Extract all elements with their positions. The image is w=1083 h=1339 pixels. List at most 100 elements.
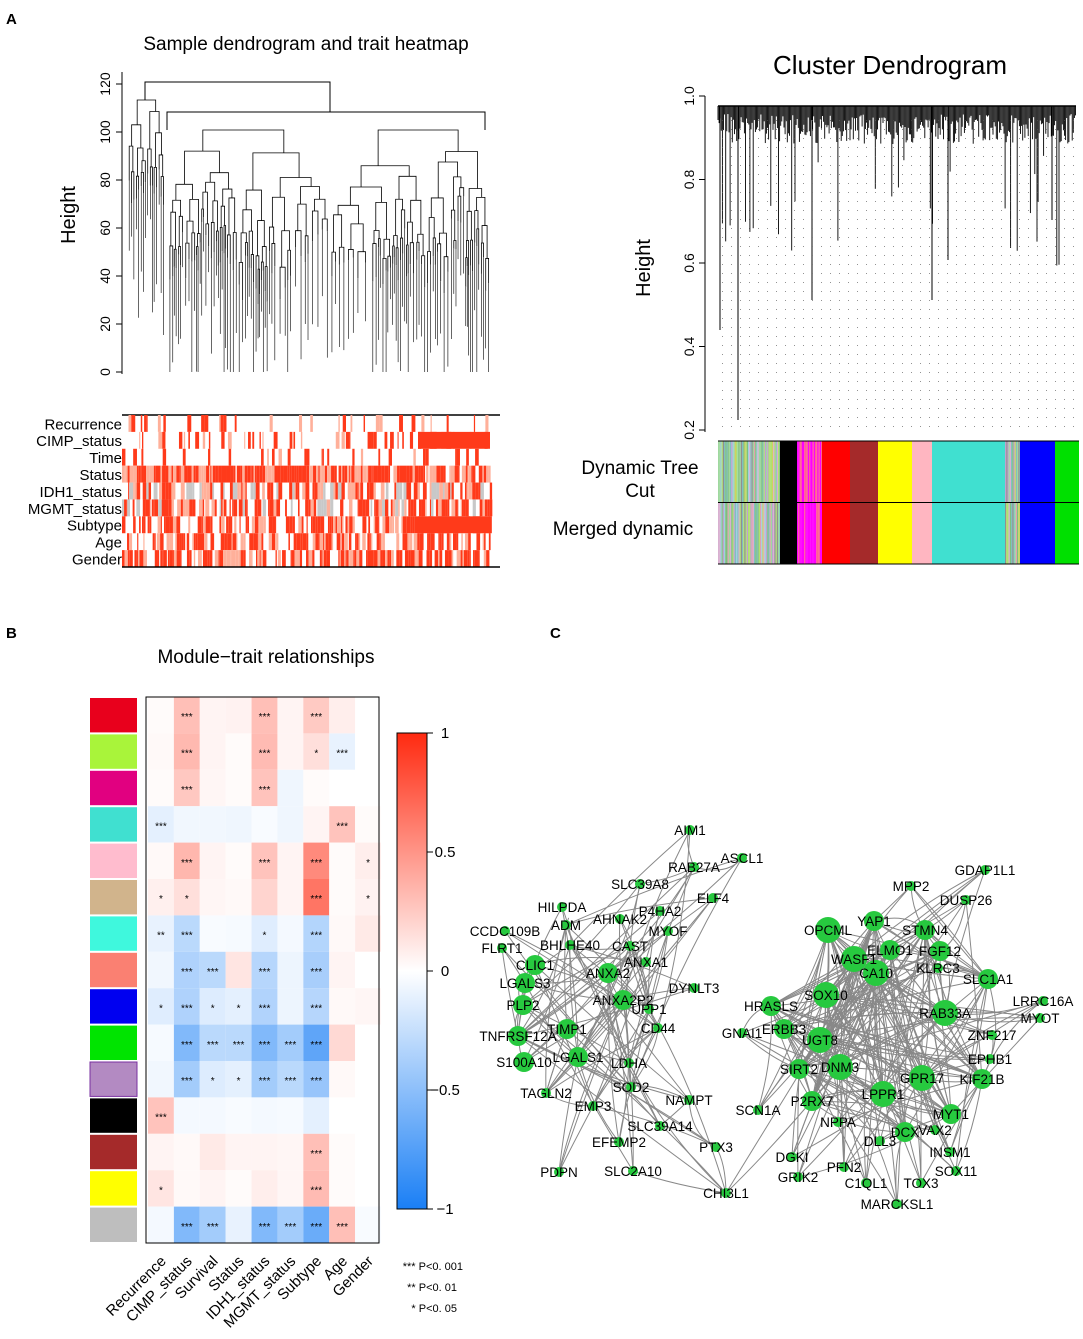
- trait-heatmap-cell: [480, 482, 484, 500]
- dendrogram-dot: [929, 219, 930, 220]
- dendrogram-dot: [983, 408, 984, 409]
- dendrogram-branch: [269, 226, 275, 252]
- dendrogram-dot: [920, 129, 921, 130]
- network-edge: [517, 866, 695, 1037]
- panel-a: A Sample dendrogram and trait heatmap He…: [6, 11, 1079, 568]
- dendrogram-dot: [1073, 246, 1074, 247]
- dendrogram-dot: [1055, 219, 1056, 220]
- dendrogram-dot: [929, 201, 930, 202]
- dendrogram-dot: [830, 282, 831, 283]
- dendrogram-dot: [839, 309, 840, 310]
- trait-heatmap-cell: [195, 465, 199, 483]
- dendrogram-dot: [992, 372, 993, 373]
- dendrogram-dot: [866, 219, 867, 220]
- gene-label: SLC39A8: [611, 877, 669, 892]
- trait-heatmap-cell: [160, 516, 162, 534]
- trait-heatmap-cell: [466, 482, 469, 500]
- heatmap-star: *: [366, 858, 370, 869]
- dendrogram-branch: [428, 217, 435, 252]
- network-edge: [545, 961, 647, 1094]
- heatmap-cell: [173, 733, 200, 770]
- dendrogram-dot: [731, 165, 732, 166]
- trait-heatmap-cell: [463, 499, 466, 517]
- trait-heatmap-cell: [461, 533, 463, 551]
- trait-heatmap-cell: [385, 499, 389, 517]
- dendrogram-dot: [1055, 282, 1056, 283]
- dendrogram-dot: [740, 129, 741, 130]
- network-edge: [783, 1012, 946, 1030]
- heatmap-star: ***: [259, 858, 271, 869]
- network-edge: [819, 950, 941, 1041]
- module-bar-stripe: [1005, 441, 1007, 502]
- dendrogram-dot: [1019, 363, 1020, 364]
- dendrogram-dot: [1073, 381, 1074, 382]
- network-edge: [577, 945, 631, 1058]
- dendrogram-dot: [839, 174, 840, 175]
- gene-label: MARCKSL1: [861, 1197, 934, 1212]
- dendrogram-dot: [884, 282, 885, 283]
- dendrogram-dot: [740, 363, 741, 364]
- dendrogram-dot: [947, 372, 948, 373]
- trait-heatmap-cell: [356, 533, 359, 551]
- dendrogram-dot: [992, 300, 993, 301]
- gene-label: LGALS1: [552, 1050, 603, 1065]
- heatmap-cell: [251, 1061, 278, 1098]
- network-node: [737, 1028, 747, 1038]
- trait-heatmap-cell: [277, 465, 281, 483]
- dendrogram-dot: [722, 147, 723, 148]
- trait-heatmap-cell: [193, 465, 196, 483]
- trait-heatmap-cell: [226, 533, 228, 551]
- network-edge: [565, 924, 661, 1127]
- dendrogram-dot: [830, 219, 831, 220]
- trait-heatmap-cell: [231, 533, 233, 551]
- dendrogram-dot: [992, 120, 993, 121]
- dendrogram-dot: [884, 399, 885, 400]
- dendrogram-dot: [1001, 345, 1002, 346]
- dendrogram-dot: [875, 183, 876, 184]
- dendrogram-dot: [1028, 282, 1029, 283]
- dendrogram-dot: [1019, 426, 1020, 427]
- module-bar-stripe: [718, 503, 720, 564]
- dendrogram-dot: [992, 345, 993, 346]
- trait-heatmap-cell: [223, 550, 227, 567]
- dendrogram-dot: [848, 165, 849, 166]
- trait-heatmap-cell: [139, 431, 141, 449]
- dendrogram-dot: [785, 336, 786, 337]
- dendrogram-dot: [1028, 372, 1029, 373]
- network-edge: [889, 949, 952, 1115]
- trait-heatmap-cell: [306, 533, 309, 551]
- network-node: [568, 1047, 588, 1067]
- module-bar-stripe: [769, 441, 771, 502]
- gene-label: UGT8: [802, 1033, 838, 1048]
- dendrogram-dot: [1037, 183, 1038, 184]
- trait-heatmap-cell: [352, 448, 355, 466]
- dendrogram-dot: [731, 174, 732, 175]
- dendrogram-dot: [776, 426, 777, 427]
- dendrogram-branch: [400, 209, 406, 239]
- dendrogram-branch: [202, 191, 208, 224]
- trait-heatmap-cell: [298, 415, 303, 432]
- trait-heatmap-cell: [346, 550, 349, 567]
- module-bar-stripe: [809, 503, 811, 564]
- gene-label: HILPDA: [538, 900, 587, 915]
- dendrogram-branch: [281, 230, 290, 268]
- dendrogram-dot: [1028, 300, 1029, 301]
- trait-heatmap-cell: [252, 431, 255, 449]
- network-node: [561, 920, 571, 930]
- gene-label: ZNF217: [968, 1028, 1017, 1043]
- trait-heatmap-cell: [271, 533, 276, 551]
- heatmap-cell: [148, 733, 174, 770]
- dendrogram-dot: [1046, 156, 1047, 157]
- trait-heatmap-cell: [210, 516, 213, 534]
- network-edge: [558, 999, 624, 1173]
- module-bar-stripe: [1012, 503, 1014, 564]
- dendrogram-dot: [740, 282, 741, 283]
- trait-heatmap-cell: [351, 465, 355, 483]
- dendrogram-dot: [947, 273, 948, 274]
- module-bar-stripe: [730, 441, 732, 502]
- dendrogram-dot: [830, 174, 831, 175]
- dendrogram-dot: [767, 282, 768, 283]
- trait-heatmap-cell: [292, 482, 295, 500]
- dendrogram-dot: [830, 156, 831, 157]
- dendrogram-dot: [1028, 147, 1029, 148]
